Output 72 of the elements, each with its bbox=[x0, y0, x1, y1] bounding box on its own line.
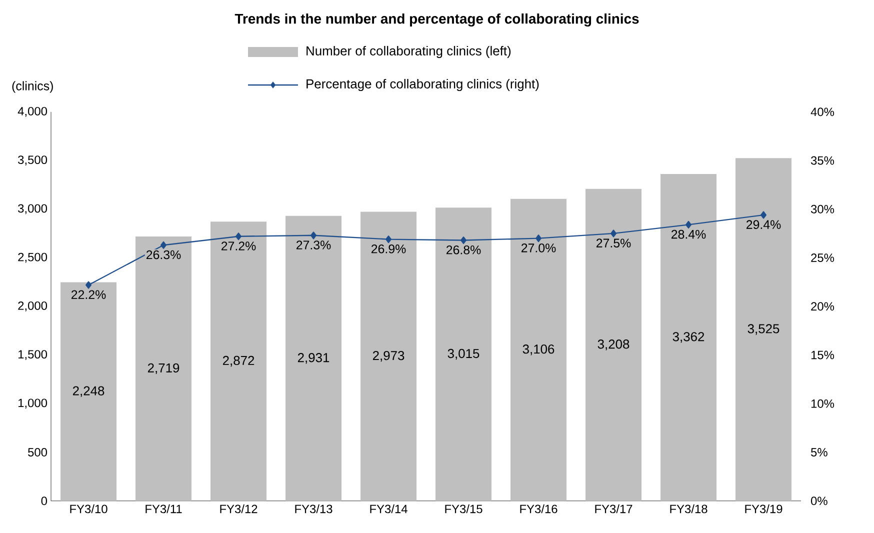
x-tick-label: FY3/12 bbox=[220, 504, 258, 514]
data-label: 2,719 bbox=[148, 363, 180, 374]
point bbox=[760, 211, 766, 219]
point bbox=[86, 281, 92, 289]
data-label: 26.9% bbox=[371, 244, 406, 254]
bar bbox=[360, 212, 417, 501]
x-tick-label: FY3/13 bbox=[295, 504, 332, 514]
legend-label: Number of collaborating clinics (left) bbox=[306, 46, 511, 58]
point bbox=[236, 232, 242, 240]
y-tick-label: 1,500 bbox=[18, 350, 48, 360]
y-tick-label: 500 bbox=[28, 448, 48, 456]
legend-label: Percentage of collaborating clinics (right) bbox=[306, 78, 539, 92]
data-label: 27.5% bbox=[596, 238, 631, 248]
y-tick-label: 0 bbox=[41, 496, 48, 506]
point bbox=[310, 232, 316, 240]
x-tick-label: FY3/11 bbox=[146, 504, 182, 514]
data-label: 26.3% bbox=[146, 250, 181, 260]
data-label: 2,931 bbox=[298, 353, 330, 364]
y-tick-label: 3,000 bbox=[18, 204, 48, 214]
point bbox=[610, 230, 616, 238]
bar bbox=[136, 236, 192, 501]
data-label: 27.3% bbox=[296, 240, 331, 250]
point bbox=[160, 241, 166, 249]
bar bbox=[60, 282, 117, 501]
data-label: 3,362 bbox=[672, 332, 704, 343]
y2-tick-label: 10% bbox=[811, 399, 834, 408]
y2-tick-label: 0% bbox=[810, 496, 828, 506]
y-tick-label: 1,000 bbox=[18, 398, 48, 409]
bar bbox=[510, 198, 567, 501]
x-tick-label: FY3/14 bbox=[370, 504, 408, 514]
chart-title: Trends in the number and percentage of collaborating clinics bbox=[234, 13, 639, 27]
y-tick-label: 2,500 bbox=[18, 252, 48, 263]
point bbox=[386, 236, 392, 244]
bar bbox=[436, 208, 492, 501]
y2-tick-label: 25% bbox=[811, 254, 834, 262]
point bbox=[536, 234, 542, 242]
data-label: 28.4% bbox=[671, 230, 706, 239]
y-tick-label: 2,000 bbox=[18, 301, 48, 312]
data-label: 27.0% bbox=[521, 244, 556, 252]
y2-tick-label: 5% bbox=[811, 448, 828, 456]
data-label: 2,248 bbox=[72, 386, 104, 397]
bar bbox=[586, 188, 642, 501]
data-label: 3,106 bbox=[522, 344, 554, 356]
bar bbox=[736, 158, 792, 501]
x-tick-label: FY3/15 bbox=[445, 504, 482, 514]
data-label: 3,015 bbox=[448, 348, 480, 360]
x-tick-label: FY3/17 bbox=[595, 504, 632, 514]
data-label: 22.2% bbox=[71, 290, 106, 299]
point bbox=[460, 236, 466, 244]
y2-tick-label: 20% bbox=[811, 302, 834, 311]
y2-tick-label: 40% bbox=[810, 108, 834, 116]
y-tick-label: 3,500 bbox=[18, 156, 48, 166]
data-label: 3,208 bbox=[598, 340, 630, 350]
data-label: 29.4% bbox=[746, 220, 781, 229]
x-tick-label: FY3/10 bbox=[70, 504, 108, 514]
x-tick-label: FY3/16 bbox=[520, 504, 558, 514]
x-tick-label: FY3/19 bbox=[745, 504, 782, 514]
y-tick-label: 4,000 bbox=[18, 106, 48, 117]
y2-tick-label: 35% bbox=[810, 156, 834, 165]
bar bbox=[210, 222, 267, 501]
y2-tick-label: 15% bbox=[811, 350, 834, 360]
data-label: 2,973 bbox=[372, 350, 404, 362]
x-tick-label: FY3/18 bbox=[670, 504, 708, 514]
data-label: 27.2% bbox=[221, 242, 256, 250]
y2-tick-label: 30% bbox=[810, 204, 834, 214]
data-label: 2,872 bbox=[222, 356, 254, 367]
data-label: 26.8% bbox=[446, 245, 481, 254]
bar bbox=[286, 216, 342, 501]
bar bbox=[660, 174, 717, 501]
point bbox=[686, 220, 692, 228]
y-axis-title: (clinics) bbox=[12, 81, 53, 93]
data-label: 3,525 bbox=[748, 324, 780, 335]
